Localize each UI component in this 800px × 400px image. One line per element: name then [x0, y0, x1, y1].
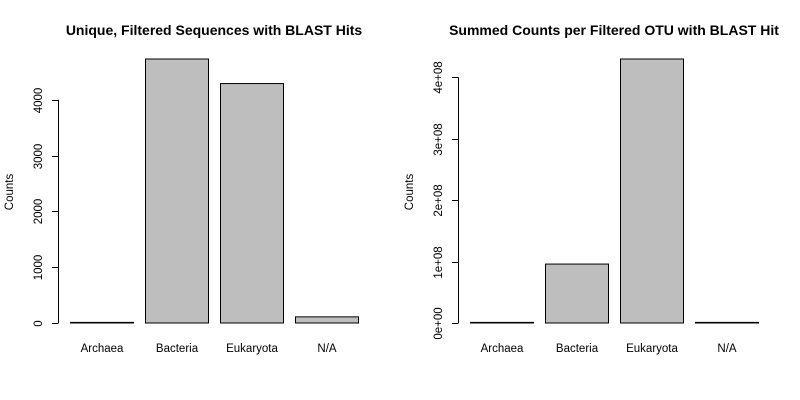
x-tick-label: N/A: [317, 343, 337, 355]
y-tick-label: 2000: [33, 199, 45, 225]
bar-bacteria: [145, 58, 209, 324]
bar-bacteria: [545, 263, 609, 324]
y-tick-label: 3000: [33, 144, 45, 170]
x-tick-label: Archaea: [81, 343, 124, 355]
y-tick-label: 4e+08: [433, 61, 445, 93]
bar-na: [695, 321, 759, 324]
chart-panel-sequences: Unique, Filtered Sequences with BLAST Hi…: [4, 22, 362, 355]
y-axis-label: Counts: [404, 174, 416, 211]
y-tick-label: 1e+08: [433, 246, 445, 278]
chart-title: Unique, Filtered Sequences with BLAST Hi…: [66, 22, 363, 38]
y-tick-label: 1000: [33, 255, 45, 281]
y-tick-label: 4000: [33, 88, 45, 114]
bar-na: [295, 316, 359, 324]
bar-eukaryota: [620, 58, 684, 324]
x-tick-label: Eukaryota: [626, 343, 678, 355]
y-tick-label: 2e+08: [433, 184, 445, 216]
y-tick-label: 3e+08: [433, 123, 445, 155]
bar-eukaryota: [220, 83, 284, 324]
x-tick-label: Archaea: [481, 343, 524, 355]
y-axis-label: Counts: [4, 174, 16, 211]
chart-title: Summed Counts per Filtered OTU with BLAS…: [449, 22, 779, 38]
y-tick-label: 0: [33, 320, 45, 326]
x-tick-label: Bacteria: [156, 343, 199, 355]
chart-panel-summed-counts: Summed Counts per Filtered OTU with BLAS…: [404, 22, 779, 355]
bar-archaea: [70, 321, 134, 324]
y-tick-label: 0e+00: [433, 307, 445, 339]
x-tick-label: Bacteria: [556, 343, 599, 355]
bar-archaea: [470, 321, 534, 324]
x-tick-label: Eukaryota: [226, 343, 278, 355]
x-tick-label: N/A: [717, 343, 737, 355]
